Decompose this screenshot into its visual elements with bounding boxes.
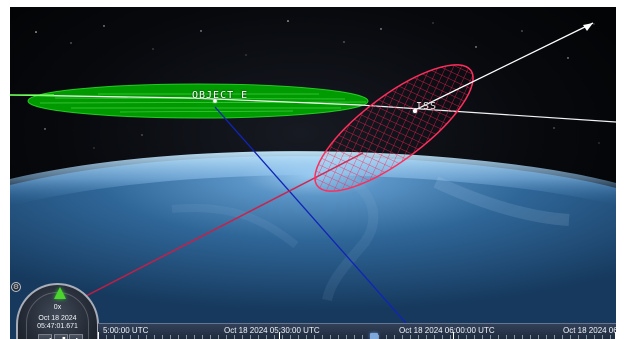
playback-speed: 0x	[53, 304, 62, 311]
cloud-band	[433, 176, 570, 226]
iss-orbit-mesh[interactable]	[298, 45, 490, 212]
play-icon[interactable]: ▶	[69, 334, 83, 339]
earth-atmosphere	[10, 151, 616, 206]
timeline-current-time-marker[interactable]	[370, 333, 378, 339]
reverse-icon[interactable]: ◀	[38, 334, 52, 339]
timeline-label: Oct 18 2024 06:30	[563, 326, 616, 335]
cloud-band	[171, 204, 299, 249]
object-e-orbit-edge	[27, 83, 369, 119]
pause-icon[interactable]: ❚❚	[53, 334, 74, 339]
speed-pointer-icon[interactable]	[54, 287, 66, 299]
current-date: Oct 18 2024	[38, 315, 77, 322]
space-scene[interactable]	[10, 7, 616, 339]
object-e-to-earth-line	[214, 106, 421, 339]
iss-orbit-edge	[314, 64, 474, 192]
timeline-label: 5:00:00 UTC	[103, 326, 149, 335]
earth-surface	[10, 156, 616, 339]
timeline-label: Oct 18 2024 06:00:00 UTC	[399, 326, 495, 335]
cloud-band	[322, 167, 379, 302]
timeline-ticks	[98, 335, 616, 339]
timeline[interactable]: 5:00:00 UTC Oct 18 2024 05:30:00 UTC Oct…	[98, 323, 616, 339]
velocity-vector-line	[10, 94, 616, 123]
object-e-orbit-striations	[39, 93, 367, 113]
3d-orbit-viewer[interactable]: OBJECT E ISS ⚙ 0x Oct 18 2024 05:47:01.6…	[10, 7, 616, 339]
iss-direction-vector	[412, 22, 594, 112]
timeline-label: Oct 18 2024 05:30:00 UTC	[224, 326, 320, 335]
clock-controls: ◀ ❚❚ ▶	[38, 334, 83, 339]
iss-marker[interactable]	[413, 109, 417, 113]
settings-icon[interactable]: ⚙	[11, 282, 21, 292]
current-time: 05:47:01.671	[37, 323, 78, 330]
arrow-head-icon	[583, 23, 593, 31]
object-e-orbit-ellipse[interactable]	[28, 84, 368, 118]
stars	[35, 20, 600, 149]
object-e-marker[interactable]	[213, 99, 217, 103]
